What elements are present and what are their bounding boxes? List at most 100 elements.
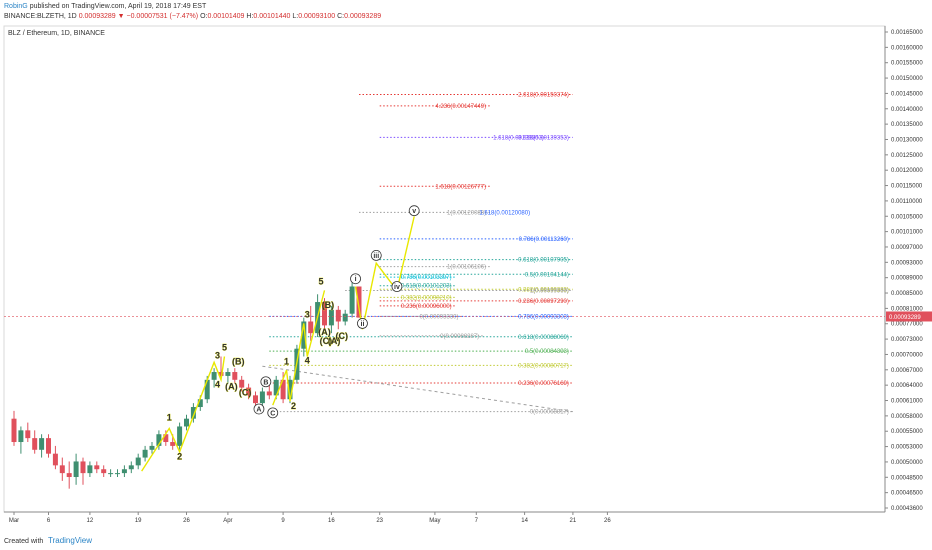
x-tick-label: 14 xyxy=(521,518,528,524)
candle-body xyxy=(11,418,17,443)
low-label: L: xyxy=(292,13,299,20)
last-price-badge xyxy=(886,311,932,322)
y-tick-label: 0.00061000 xyxy=(891,399,923,405)
fib-level-label: 0.5(0.00084393) xyxy=(525,349,569,355)
fib-level-label: 0(0.00068817) xyxy=(530,410,569,416)
fib-level-label: 0.382(0.00100283) xyxy=(518,287,569,293)
last-price-label: 0.00093289 xyxy=(889,315,921,321)
x-tick-label: 16 xyxy=(328,518,335,524)
wave-label: (B) xyxy=(232,356,245,366)
y-tick-label: 0.00165000 xyxy=(891,30,923,36)
candle-body xyxy=(218,372,224,376)
candle-body xyxy=(73,461,79,478)
elliott-wave-path-3 xyxy=(354,216,415,330)
elliott-wave-path-2 xyxy=(272,290,326,406)
y-tick-label: 0.00046500 xyxy=(891,491,923,497)
x-tick-label: 23 xyxy=(376,518,383,524)
candle-body xyxy=(121,469,127,474)
candle-body xyxy=(308,321,314,334)
candle-body xyxy=(280,379,286,400)
close-label: C: xyxy=(337,13,345,20)
wave-label: (A) xyxy=(328,336,341,346)
x-tick-label: 26 xyxy=(604,518,611,524)
fib-level-label: 0.236(0.00096000) xyxy=(401,304,452,310)
wave-label: 1 xyxy=(284,356,289,366)
wave-label: 3 xyxy=(305,310,310,320)
candle-body xyxy=(32,438,38,450)
wave-label: B xyxy=(263,379,268,386)
wave-label: 1 xyxy=(167,413,172,423)
wave-label: i xyxy=(355,276,357,283)
candle-body xyxy=(142,449,148,458)
candle-body xyxy=(59,465,65,474)
wave-label-circle xyxy=(370,249,382,261)
candle-body xyxy=(25,430,31,439)
wave-label: 4 xyxy=(215,380,220,390)
wave-label: v xyxy=(412,208,416,215)
trendline xyxy=(262,365,573,413)
wave-label: 4 xyxy=(305,355,310,365)
wave-label: C xyxy=(270,410,275,417)
high-label: H: xyxy=(246,13,254,20)
candle-body xyxy=(342,313,348,322)
y-tick-label: 0.00085000 xyxy=(891,291,923,297)
y-tick-label: 0.00058000 xyxy=(891,414,923,420)
wave-label-circle xyxy=(391,281,403,292)
y-tick-label: 0.00160000 xyxy=(891,45,923,51)
candle-body xyxy=(66,473,72,478)
elliott-wave-path-1 xyxy=(141,356,226,472)
author-name[interactable]: RobinG xyxy=(4,3,28,10)
low-value: 0.00093100 xyxy=(298,13,336,20)
candle-body xyxy=(322,302,327,326)
candle-body xyxy=(239,379,245,388)
y-tick-label: 0.00140000 xyxy=(891,107,923,113)
candle-body xyxy=(108,473,114,475)
chart-title: BLZ / Ethereum, 1D, BINANCE xyxy=(8,30,105,37)
fib-level-label: 2.618(0.00150374) xyxy=(518,93,569,99)
candle-body xyxy=(190,407,196,419)
wave-label: iii xyxy=(373,253,379,260)
y-tick-label: 0.00081000 xyxy=(891,306,923,312)
fib-level-label: 1.618(0.00139353) xyxy=(493,135,544,141)
y-tick-label: 0.00120000 xyxy=(891,168,923,174)
chart-area[interactable]: BLZ / Ethereum, 1D, BINANCE 0.00165000 0.0… xyxy=(0,24,932,532)
y-tick-label: 0.00101000 xyxy=(891,230,923,236)
y-tick-label: 0.00089000 xyxy=(891,276,923,282)
wave-label: (C) xyxy=(320,336,333,346)
candle-body xyxy=(52,453,58,466)
candle-body xyxy=(211,372,217,380)
wave-label-circle xyxy=(408,205,420,217)
fib-level-label: 0.382(0.00080717) xyxy=(518,363,569,369)
tradingview-logo[interactable]: TradingView xyxy=(48,536,93,545)
candle-body xyxy=(149,445,155,450)
y-tick-label: 0.00064000 xyxy=(891,383,923,389)
price-chart[interactable]: BLZ / Ethereum, 1D, BINANCE 0.00165000 0.0… xyxy=(0,24,932,532)
wave-label-circle xyxy=(267,407,279,419)
wave-label-circle xyxy=(260,376,272,388)
wave-label: 5 xyxy=(222,343,227,353)
wave-label: (C) xyxy=(336,331,349,341)
candle-body xyxy=(197,399,203,408)
published-text: published on TradingView.com, April 19, … xyxy=(29,3,207,10)
fib-level-label: 0.618(0.00101203) xyxy=(401,284,452,290)
publish-line: RobinG published on TradingView.com, Apr… xyxy=(4,2,206,11)
fib-level-label: 0.382(0.00098210) xyxy=(401,295,452,301)
wave-label: (A) xyxy=(318,327,331,337)
x-tick-label: 21 xyxy=(570,518,577,524)
x-tick-label: May xyxy=(429,518,440,524)
candle-body xyxy=(156,434,162,446)
fib-level-label: 0.786(0.00113260) xyxy=(519,237,569,243)
open-value: 0.00101409 xyxy=(207,13,245,20)
fib-level-label: 0.236(0.00097290) xyxy=(518,299,569,305)
y-tick-label: 0.00135000 xyxy=(891,122,923,128)
y-tick-label: 0.00073000 xyxy=(891,337,923,343)
candle-body xyxy=(349,286,355,314)
close-value: 0.00093289 xyxy=(344,13,382,20)
candle-body xyxy=(246,387,252,396)
footer: Created with TradingView xyxy=(0,534,932,550)
fib-level-label: 1(0.00106106) xyxy=(447,265,486,271)
y-tick-label: 0.00050000 xyxy=(891,460,923,466)
y-tick-label: 0.00043600 xyxy=(891,506,923,512)
candle-body xyxy=(135,457,141,466)
fib-level-label: 0.618(0.00107905) xyxy=(518,258,569,264)
